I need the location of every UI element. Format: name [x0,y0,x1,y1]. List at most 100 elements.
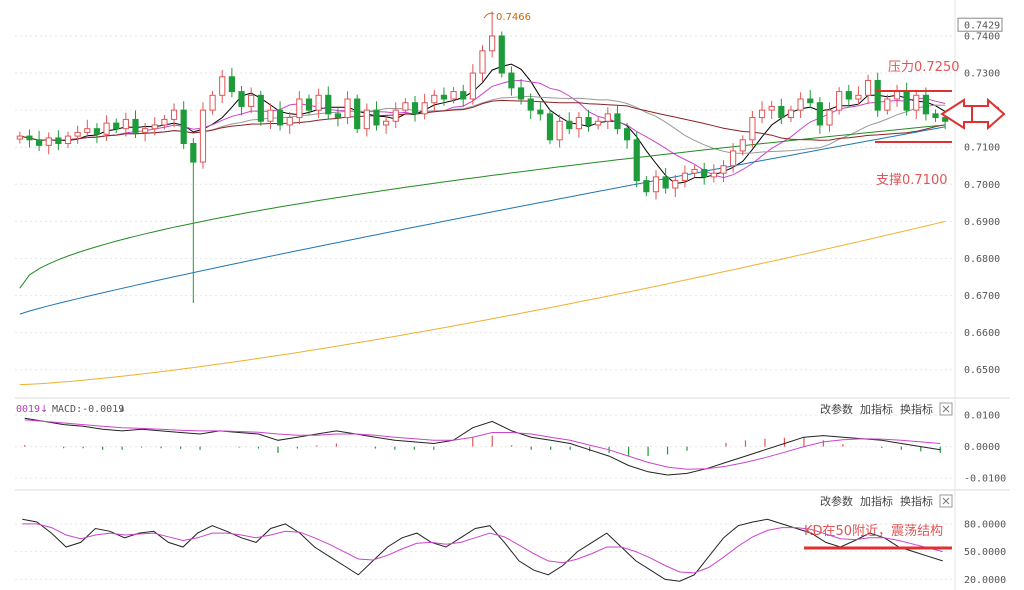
candle-body [383,120,390,126]
candle-body [537,109,544,115]
ma-line [19,99,946,142]
direction-arrows [940,97,1006,131]
price-tick-label: 0.7000 [964,180,1000,191]
candle-body [633,139,640,182]
candle-body [787,109,795,119]
candle-body [864,79,872,96]
kd-tick-label: 80.0000 [964,519,1006,530]
candle-body [643,180,650,193]
macd-add-indicator-button[interactable]: 加指标 [860,402,893,416]
price-tick-label: 0.6600 [964,328,1000,339]
kd-switch-indicator-button[interactable]: 换指标 [900,494,933,508]
candle-body [527,98,534,111]
candle-body [739,139,746,152]
candle-body [884,98,891,111]
gridlines [15,35,952,580]
candle-body [248,94,255,107]
candle-body [103,122,110,135]
candle-body [575,117,582,130]
candle-body [122,118,129,130]
macd-tick-label: 0.0000 [964,442,1000,453]
candle-body [170,109,178,120]
candle-body [517,87,525,100]
candle-body [363,109,370,130]
candle-body [836,91,843,111]
kd-tick-label: 50.0000 [964,547,1006,558]
macd-change-params-button[interactable]: 改参数 [820,402,853,416]
candle-body [826,109,833,126]
candle-body [778,105,785,119]
candle-body [113,122,120,130]
price-tick-label: 0.7100 [964,143,1000,154]
candle-body [942,117,949,122]
candle-body [932,113,939,119]
peak-arrow-icon [483,12,495,19]
price-tick-label: 0.6500 [964,365,1000,376]
peak-label: 0.7466 [496,12,531,23]
candle-body [84,128,91,133]
candle-body [344,98,351,119]
price-tick-label: 0.6800 [964,254,1000,265]
macd-dea-line [24,419,941,470]
candle-body [469,72,476,100]
candle-body [209,94,216,111]
candle-body [566,120,573,130]
price-tick-label: 0.6700 [964,291,1000,302]
candle-body [151,124,158,130]
candle-body [276,109,284,126]
candle-body [440,94,448,100]
candle-body [411,102,419,115]
candle-body [354,98,361,130]
candle-body [142,128,149,133]
candle-body [720,165,727,174]
candle-body [701,168,708,178]
candle-body [35,139,43,146]
candle-body [662,176,669,189]
candle-body [768,105,775,111]
candle-body [161,118,168,126]
macd-tick-label: 0.0100 [964,411,1000,422]
candle-body [807,98,814,104]
kd-add-indicator-button[interactable]: 加指标 [860,494,893,508]
current-price-box [957,17,1003,32]
peak-marker: 0.7466 [483,12,531,23]
candle-body [315,94,322,111]
kd-panel [22,518,943,582]
candle-body [874,79,881,111]
macd-close-icon[interactable] [939,402,953,416]
right-arrow-icon [971,97,1006,131]
candle-body [55,137,62,145]
kd-change-params-button[interactable]: 改参数 [820,494,853,508]
macd-dropdown-icon[interactable]: ↓ [118,404,126,415]
candle-body [479,50,486,74]
candle-body [922,94,930,115]
candle-body [749,117,756,141]
resistance-label: 压力0.7250 [888,60,960,75]
macd-label-partial: 0019 [16,404,40,415]
kd-annotation-label: KD在50附近，震荡结构 [804,524,943,539]
candle-body [64,135,72,145]
macd-switch-indicator-button[interactable]: 换指标 [900,402,933,416]
candle-body [431,94,438,104]
candle-body [334,113,342,119]
candle-body [93,128,101,135]
candle-body [691,168,698,174]
ma-line [19,220,946,386]
macd-label: MACD:-0.0019 [52,404,124,415]
candle-body [267,109,274,122]
candle-body [604,113,611,122]
candle-body [16,135,23,140]
candle-body [845,91,852,100]
candle-body [199,109,207,163]
ma-line [19,124,946,289]
candle-body [74,131,81,137]
candle-body [460,91,467,100]
candle-body [45,137,52,146]
candle-body [219,76,226,96]
candle-body [257,94,264,122]
kd-tick-label: 20.0000 [964,575,1006,586]
candle-body [710,172,717,178]
kd-d-line [22,523,943,574]
kd-close-icon[interactable] [939,494,953,508]
